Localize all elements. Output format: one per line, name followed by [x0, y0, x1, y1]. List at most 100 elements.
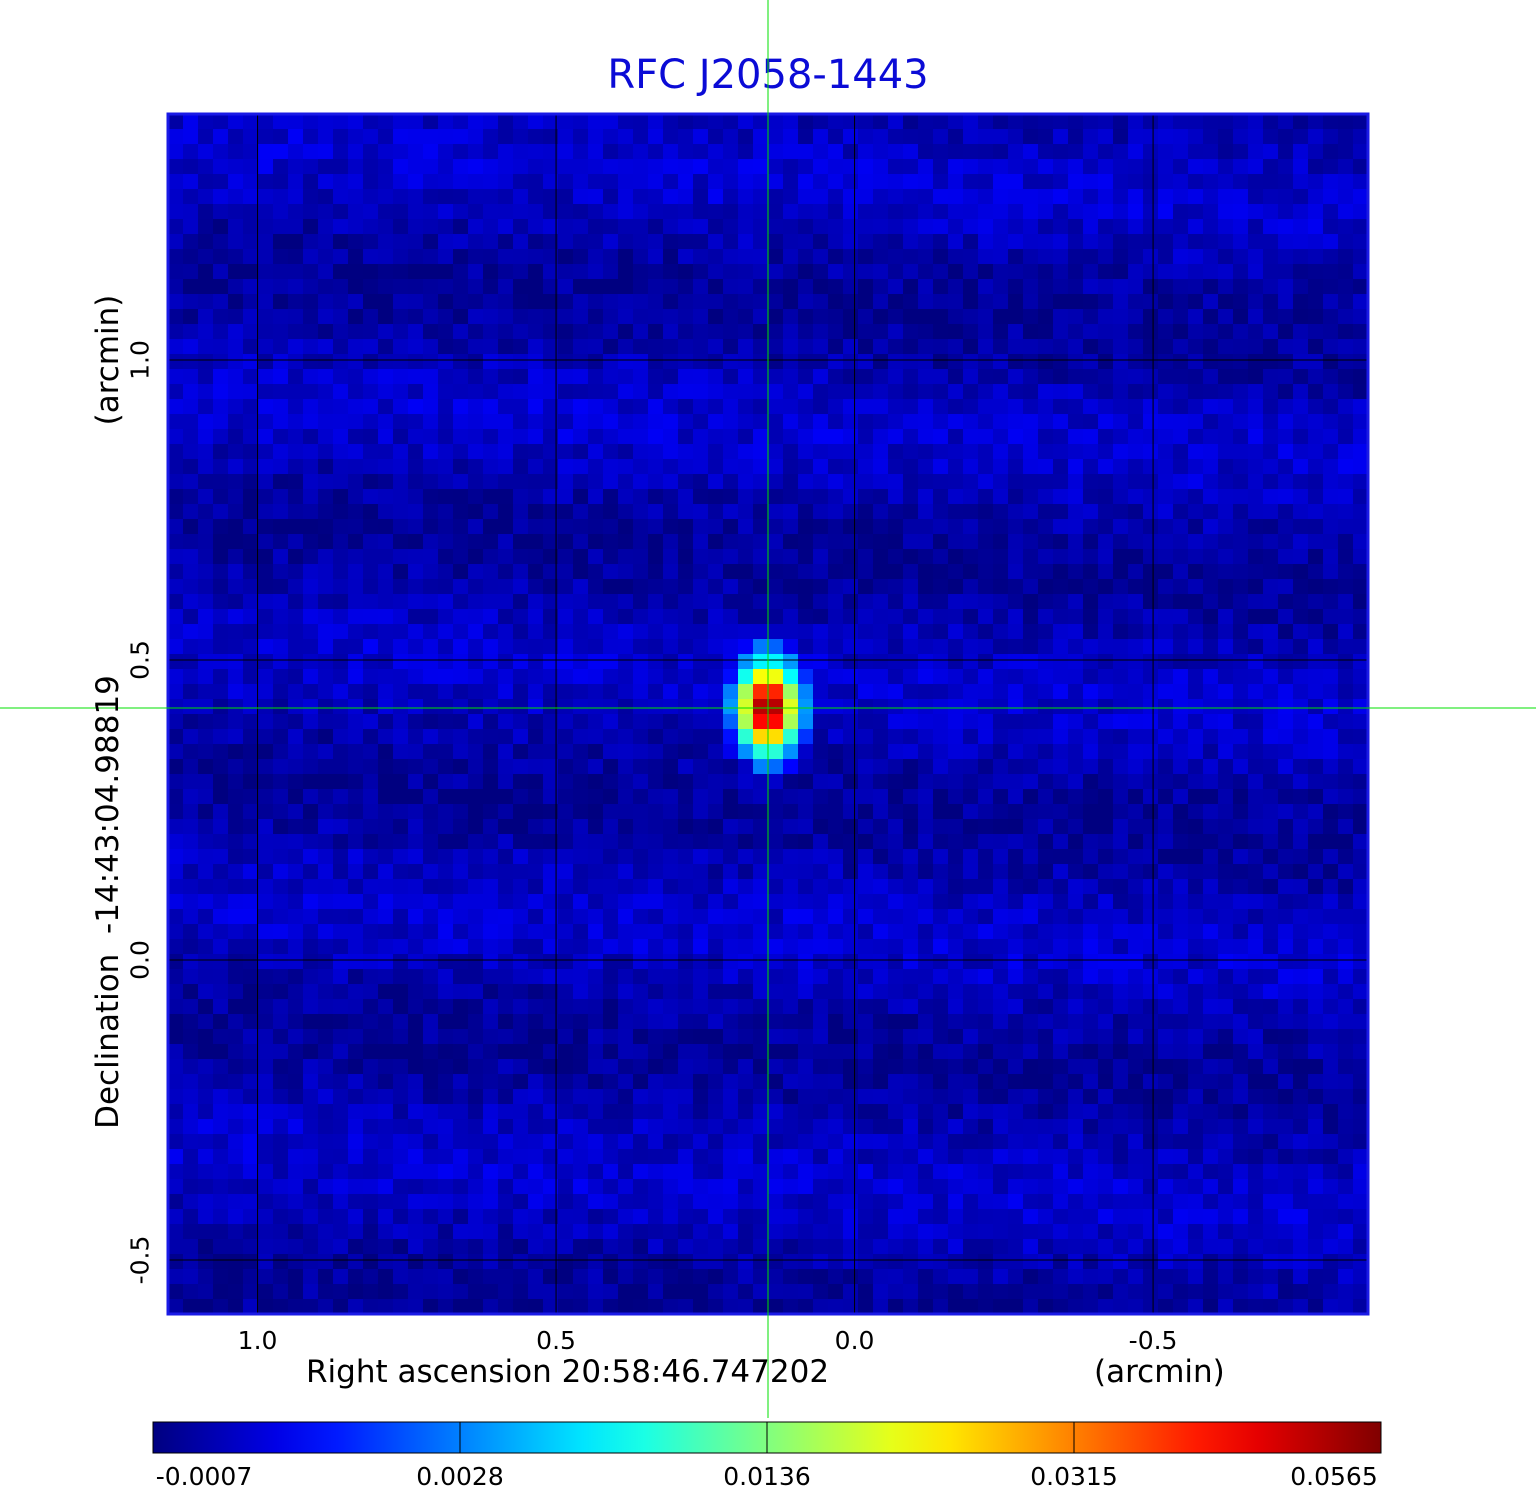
heatmap-cell	[498, 429, 514, 445]
heatmap-cell	[318, 504, 334, 520]
heatmap-cell	[1263, 429, 1279, 445]
heatmap-cell	[648, 594, 664, 610]
heatmap-cell	[813, 474, 829, 490]
heatmap-cell	[1308, 999, 1324, 1015]
heatmap-cell	[513, 774, 529, 790]
heatmap-cell	[948, 924, 964, 940]
heatmap-cell	[423, 564, 439, 580]
heatmap-cell	[258, 834, 274, 850]
heatmap-cell	[1263, 969, 1279, 985]
heatmap-cell	[933, 144, 949, 160]
heatmap-cell	[738, 669, 754, 685]
heatmap-cell	[513, 474, 529, 490]
heatmap-cell	[888, 204, 904, 220]
heatmap-cell	[1008, 489, 1024, 505]
heatmap-cell	[273, 309, 289, 325]
heatmap-cell	[1218, 234, 1234, 250]
heatmap-cell	[753, 684, 769, 700]
heatmap-cell	[888, 234, 904, 250]
heatmap-cell	[633, 249, 649, 265]
heatmap-cell	[1098, 204, 1114, 220]
heatmap-cell	[768, 924, 784, 940]
heatmap-cell	[303, 894, 319, 910]
heatmap-cell	[363, 894, 379, 910]
heatmap-cell	[723, 489, 739, 505]
heatmap-cell	[1323, 249, 1339, 265]
heatmap-cell	[468, 984, 484, 1000]
heatmap-cell	[243, 489, 259, 505]
heatmap-cell	[1233, 624, 1249, 640]
heatmap-cell	[468, 894, 484, 910]
heatmap-cell	[708, 459, 724, 475]
heatmap-cell	[678, 339, 694, 355]
heatmap-cell	[588, 114, 604, 130]
heatmap-cell	[1098, 759, 1114, 775]
heatmap-cell	[723, 999, 739, 1015]
heatmap-cell	[528, 864, 544, 880]
heatmap-cell	[483, 894, 499, 910]
heatmap-cell	[393, 564, 409, 580]
heatmap-cell	[1113, 579, 1129, 595]
heatmap-cell	[438, 129, 454, 145]
heatmap-cell	[1203, 639, 1219, 655]
heatmap-cell	[1263, 564, 1279, 580]
heatmap-cell	[1008, 924, 1024, 940]
heatmap-cell	[168, 414, 184, 430]
heatmap-cell	[183, 234, 199, 250]
heatmap-cell	[1083, 624, 1099, 640]
heatmap-cell	[1293, 219, 1309, 235]
heatmap-cell	[213, 339, 229, 355]
heatmap-cell	[1308, 294, 1324, 310]
heatmap-cell	[813, 519, 829, 535]
heatmap-cell	[288, 114, 304, 130]
heatmap-cell	[738, 204, 754, 220]
heatmap-cell	[1053, 864, 1069, 880]
heatmap-cell	[1008, 729, 1024, 745]
heatmap-cell	[888, 519, 904, 535]
heatmap-cell	[1278, 504, 1294, 520]
heatmap-cell	[168, 489, 184, 505]
heatmap-cell	[1233, 744, 1249, 760]
heatmap-cell	[798, 159, 814, 175]
heatmap-cell	[558, 189, 574, 205]
heatmap-cell	[1158, 189, 1174, 205]
heatmap-cell	[168, 159, 184, 175]
heatmap-cell	[168, 549, 184, 565]
heatmap-cell	[693, 684, 709, 700]
heatmap-cell	[453, 504, 469, 520]
heatmap-cell	[1353, 1029, 1369, 1045]
heatmap-cell	[438, 294, 454, 310]
heatmap-cell	[453, 969, 469, 985]
heatmap-cell	[993, 564, 1009, 580]
heatmap-cell	[648, 849, 664, 865]
heatmap-cell	[303, 579, 319, 595]
heatmap-cell	[1293, 759, 1309, 775]
heatmap-cell	[498, 114, 514, 130]
heatmap-cell	[213, 474, 229, 490]
heatmap-cell	[693, 609, 709, 625]
heatmap-cell	[918, 279, 934, 295]
heatmap-cell	[918, 444, 934, 460]
heatmap-cell	[1278, 819, 1294, 835]
heatmap-cell	[498, 789, 514, 805]
heatmap-cell	[1038, 699, 1054, 715]
heatmap-cell	[1233, 234, 1249, 250]
heatmap-cell	[423, 339, 439, 355]
heatmap-cell	[663, 624, 679, 640]
heatmap-cell	[333, 144, 349, 160]
heatmap-cell	[378, 474, 394, 490]
heatmap-cell	[813, 354, 829, 370]
heatmap-cell	[918, 894, 934, 910]
heatmap-cell	[453, 294, 469, 310]
heatmap-cell	[1353, 624, 1369, 640]
heatmap-cell	[1233, 594, 1249, 610]
heatmap-cell	[678, 249, 694, 265]
heatmap-cell	[1023, 264, 1039, 280]
heatmap-cell	[513, 489, 529, 505]
heatmap-cell	[1233, 1014, 1249, 1030]
heatmap-cell	[333, 909, 349, 925]
heatmap-cell	[243, 579, 259, 595]
heatmap-cell	[1143, 324, 1159, 340]
heatmap-cell	[483, 744, 499, 760]
heatmap-cell	[978, 1014, 994, 1030]
